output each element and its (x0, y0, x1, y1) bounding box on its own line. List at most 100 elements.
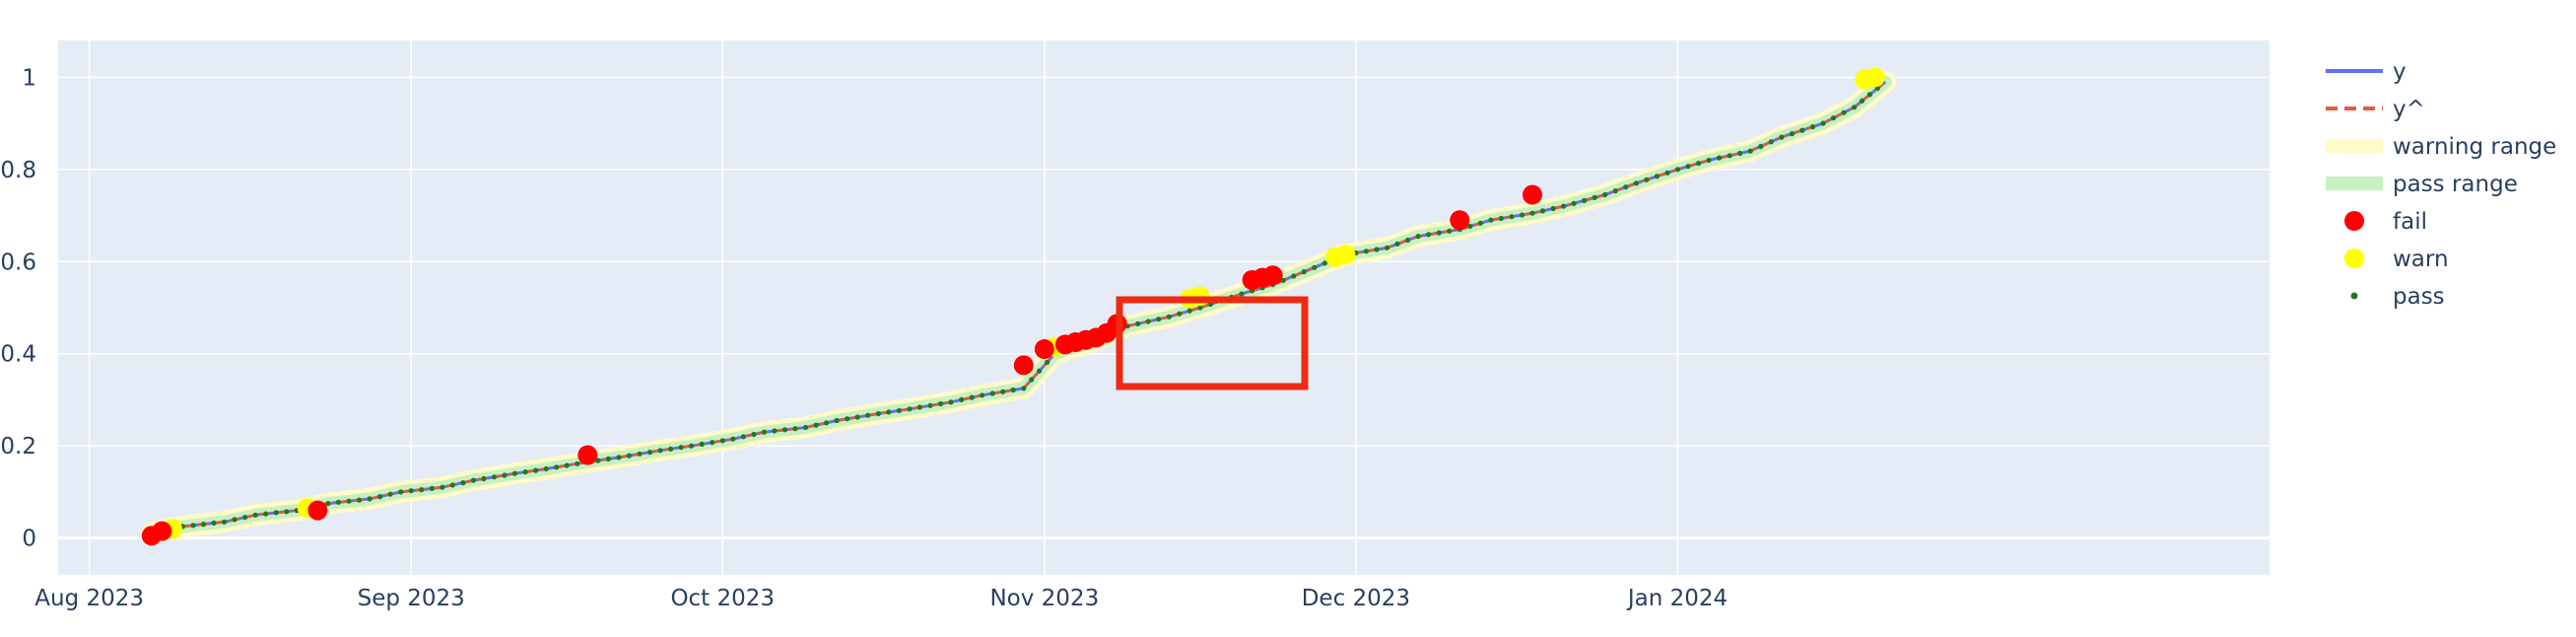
pass-marker (543, 465, 549, 472)
pass-marker (387, 491, 393, 497)
pass-marker (761, 429, 768, 435)
pass-marker (502, 472, 508, 478)
pass-marker (470, 477, 476, 483)
pass-marker (1029, 377, 1035, 383)
pass-marker (232, 517, 237, 523)
pass-marker (657, 448, 663, 454)
pass-marker (916, 404, 923, 410)
fail-marker (1523, 184, 1542, 205)
pass-marker (356, 497, 363, 503)
pass-marker (1197, 305, 1203, 311)
pass-marker (1799, 127, 1805, 133)
pass-marker (1550, 205, 1556, 212)
pass-marker (1498, 215, 1504, 222)
pass-marker (325, 501, 331, 507)
pass-marker (1866, 92, 1872, 98)
pass-marker (710, 440, 715, 446)
pass-marker (1685, 164, 1691, 170)
pass-marker (637, 451, 643, 457)
legend-swatch-pass (2350, 292, 2358, 300)
pass-marker (449, 482, 455, 488)
pass-marker (875, 410, 881, 417)
pass-marker (1436, 230, 1442, 236)
pass-marker (1706, 157, 1712, 164)
pass-marker (1779, 134, 1785, 140)
pass-marker (834, 417, 840, 424)
pass-marker (678, 445, 684, 451)
pass-marker (1135, 320, 1141, 326)
pass-marker (367, 496, 373, 502)
pass-marker (222, 519, 228, 525)
pass-marker (1612, 188, 1618, 194)
x-tick-label: Jan 2024 (1626, 586, 1728, 611)
warn-marker (1335, 245, 1356, 265)
pass-marker (398, 489, 404, 495)
pass-marker (284, 509, 290, 515)
pass-marker (522, 469, 528, 475)
pass-marker (668, 446, 674, 452)
pass-marker (273, 510, 279, 516)
y-tick-label: 1 (22, 65, 36, 91)
pass-marker (907, 406, 913, 412)
pass-marker (1477, 220, 1483, 226)
pass-marker (1571, 200, 1577, 206)
pass-marker (511, 470, 518, 476)
pass-marker (377, 494, 383, 500)
legend-label: y (2393, 59, 2407, 85)
x-tick-label: Dec 2023 (1302, 586, 1410, 611)
grid (58, 40, 2270, 575)
x-tick-label: Nov 2023 (989, 586, 1099, 611)
pass-marker (1664, 170, 1670, 176)
fail-marker (1450, 210, 1470, 231)
pass-marker (886, 409, 892, 415)
pass-marker (190, 523, 196, 529)
pass-marker (980, 392, 985, 398)
pass-marker (1539, 208, 1546, 214)
pass-marker (1633, 180, 1639, 186)
pass-marker (1737, 150, 1743, 157)
pass-marker (1415, 234, 1421, 240)
pass-marker (989, 390, 995, 396)
pass-marker (554, 464, 560, 470)
pass-marker (781, 427, 788, 433)
pass-marker (263, 511, 269, 517)
pass-marker (200, 522, 207, 528)
pass-marker (211, 520, 217, 527)
pass-marker (927, 402, 933, 408)
pass-marker (1374, 247, 1380, 252)
pass-marker (730, 436, 736, 442)
status-markers (141, 67, 1885, 546)
y-tick-label: 0 (22, 527, 36, 552)
legend-label: pass (2393, 284, 2445, 310)
pass-marker (1696, 161, 1702, 167)
pass-marker (824, 420, 830, 426)
x-tick-label: Oct 2023 (670, 586, 775, 611)
pass-marker (1405, 237, 1411, 244)
fail-marker (1034, 339, 1054, 360)
pass-marker (896, 407, 903, 413)
legend[interactable]: y y^ warning range pass range fail warn pass (2326, 59, 2556, 310)
pass-marker (533, 467, 539, 473)
pass-marker (948, 399, 954, 405)
pass-marker (1447, 228, 1453, 234)
pass-marker (1488, 217, 1494, 223)
pass-marker (1859, 98, 1865, 104)
pass-marker (1291, 273, 1297, 279)
x-tick-label: Sep 2023 (358, 586, 465, 611)
pass-marker (440, 484, 445, 490)
pass-marker (1384, 245, 1390, 250)
pass-marker (1529, 210, 1535, 216)
pass-marker (792, 426, 798, 432)
pass-marker (959, 396, 965, 402)
pass-marker (699, 441, 705, 447)
pass-marker (740, 434, 746, 440)
pass-marker (1037, 368, 1043, 374)
fail-marker (577, 445, 598, 465)
legend-label: warn (2393, 247, 2449, 272)
y-tick-label: 0.4 (0, 342, 36, 368)
pass-marker (626, 453, 633, 459)
pass-marker (1592, 194, 1597, 200)
fail-marker (307, 500, 328, 521)
fail-marker (1262, 265, 1283, 286)
